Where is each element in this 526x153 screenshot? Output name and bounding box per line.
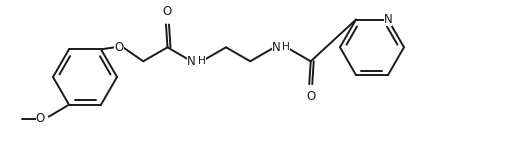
Text: N: N xyxy=(272,41,281,54)
Text: N: N xyxy=(383,13,392,26)
Text: H: H xyxy=(282,42,290,52)
Text: N: N xyxy=(187,55,196,68)
Text: O: O xyxy=(114,41,124,54)
Text: H: H xyxy=(198,56,206,66)
Text: O: O xyxy=(35,112,45,125)
Text: O: O xyxy=(306,90,316,103)
Text: O: O xyxy=(163,6,172,19)
